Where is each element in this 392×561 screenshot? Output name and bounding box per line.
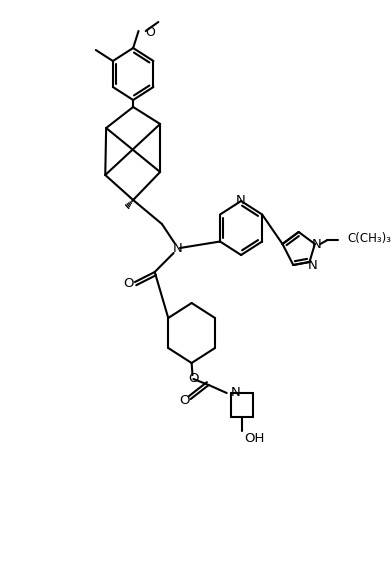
- Text: O: O: [179, 394, 190, 407]
- Text: N: N: [308, 259, 318, 272]
- Text: N: N: [172, 241, 182, 255]
- Text: C(CH₃)₃: C(CH₃)₃: [347, 232, 391, 245]
- Text: O: O: [188, 373, 199, 385]
- Text: N: N: [236, 194, 246, 206]
- Text: O: O: [145, 25, 155, 39]
- Text: N: N: [231, 387, 241, 399]
- Text: N: N: [312, 237, 321, 251]
- Text: O: O: [123, 277, 134, 289]
- Text: OH: OH: [244, 431, 264, 444]
